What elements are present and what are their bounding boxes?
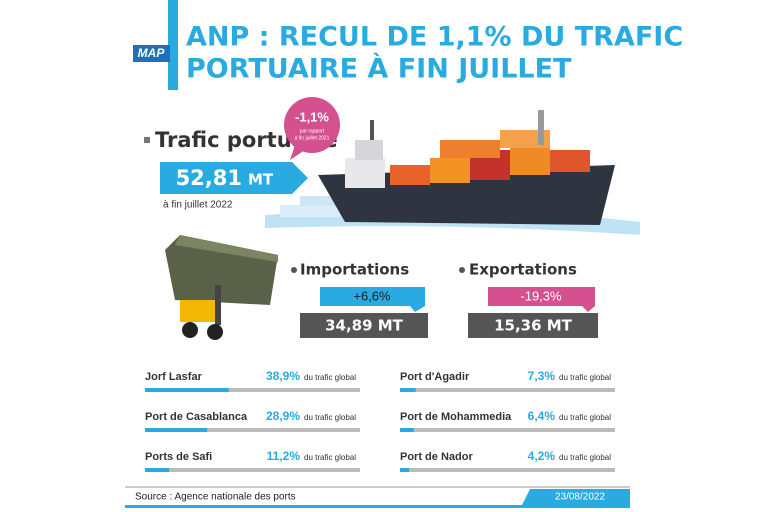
port-list: Jorf Lasfar 38,9% du trafic global Port de …	[145, 369, 615, 472]
share-bar	[145, 428, 208, 432]
accent-bar	[168, 0, 178, 90]
value-box	[468, 313, 598, 338]
share-bar	[400, 468, 410, 472]
value-banner	[160, 162, 308, 194]
share-bar	[400, 388, 416, 392]
bar-track	[145, 428, 360, 432]
bullet	[459, 267, 465, 273]
date-band	[522, 489, 630, 505]
change-bubble	[284, 97, 340, 153]
exports-value: 15,36 MT	[494, 317, 573, 335]
exports-label: Exportations	[469, 261, 577, 279]
bar-track	[145, 388, 360, 392]
share-bar	[400, 428, 414, 432]
change-box	[488, 287, 595, 312]
traffic-unit: MT	[248, 171, 274, 189]
port-share: 28,9%	[266, 409, 300, 423]
port-share: 7,3%	[528, 369, 556, 383]
footer-bar	[125, 505, 630, 508]
bullet	[291, 267, 297, 273]
port-name: Port de Mohammedia	[400, 411, 512, 423]
bullet	[144, 137, 150, 143]
traffic-date: à fin juillet 2022	[163, 200, 233, 211]
ship-illustration	[265, 110, 640, 235]
port-suffix: du trafic global	[559, 453, 611, 462]
port-suffix: du trafic global	[559, 373, 611, 382]
port-suffix: du trafic global	[304, 373, 356, 382]
share-bar	[145, 388, 229, 392]
port-suffix: du trafic global	[304, 453, 356, 462]
port-share: 38,9%	[266, 369, 300, 383]
change-box	[320, 287, 425, 312]
traffic-value: 52,81	[176, 166, 242, 190]
change-note: par rapport	[300, 128, 325, 134]
footer-date: 23/08/2022	[555, 492, 605, 503]
share-bar	[145, 468, 170, 472]
bar-track	[400, 388, 615, 392]
port-name: Port d'Agadir	[400, 371, 470, 383]
exports-change: -19,3%	[520, 288, 562, 303]
imports-value: 34,89 MT	[325, 317, 404, 335]
imports-change: +6,6%	[353, 288, 391, 303]
bar-track	[400, 428, 615, 432]
title-line: ANP : RECUL DE 1,1% DU TRAFIC	[186, 22, 683, 53]
bar-track	[145, 468, 360, 472]
port-share: 6,4%	[528, 409, 556, 423]
port-name: Ports de Safi	[145, 451, 212, 463]
bar-track	[400, 468, 615, 472]
value-box	[300, 313, 428, 338]
port-share: 11,2%	[267, 449, 301, 463]
forklift-illustration	[165, 235, 278, 340]
change-note: à fin juillet 2021	[295, 135, 330, 141]
traffic-change: -1,1%	[295, 109, 329, 124]
logo-box	[133, 45, 170, 62]
port-share: 4,2%	[528, 449, 556, 463]
footer-source: Source : Agence nationale des ports	[135, 492, 296, 503]
port-name: Port de Nador	[400, 451, 473, 463]
imports-label: Importations	[300, 261, 409, 279]
port-suffix: du trafic global	[304, 413, 356, 422]
port-suffix: du trafic global	[559, 413, 611, 422]
logo: MAP	[138, 46, 166, 60]
title-line: PORTUAIRE À FIN JUILLET	[186, 53, 572, 85]
port-name: Port de Casablanca	[145, 411, 248, 423]
port-name: Jorf Lasfar	[145, 371, 203, 383]
